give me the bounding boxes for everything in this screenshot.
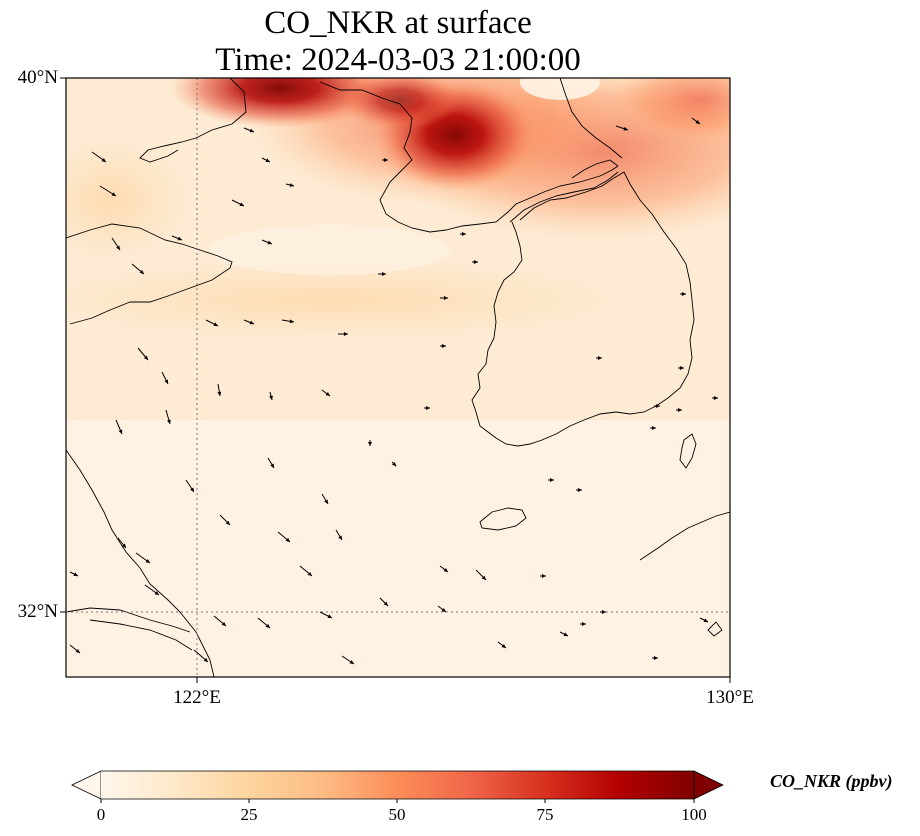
wind-arrow bbox=[135, 552, 151, 564]
wind-arrow bbox=[257, 617, 271, 629]
wind-arrow bbox=[261, 239, 273, 245]
wind-arrow bbox=[111, 237, 121, 251]
colorbar-extend-high bbox=[693, 770, 724, 800]
wind-arrow bbox=[131, 263, 145, 275]
wind-arrow bbox=[115, 419, 123, 435]
wind-arrow bbox=[691, 117, 701, 125]
wind-arrow bbox=[165, 409, 171, 425]
wind-arrow bbox=[460, 232, 466, 236]
wind-arrow bbox=[185, 479, 195, 493]
plot-title-line1: CO_NKR at surface bbox=[264, 5, 532, 41]
wind-arrow bbox=[472, 260, 478, 264]
colorbar-tick-75: 75 bbox=[536, 805, 554, 824]
wind-arrow bbox=[440, 344, 446, 348]
wind-arrow bbox=[231, 199, 245, 207]
colorbar-tick-50: 50 bbox=[388, 805, 406, 824]
wind-arrow bbox=[171, 235, 183, 241]
wind-arrow bbox=[475, 569, 487, 581]
wind-arrow bbox=[580, 622, 586, 626]
wind-arrow bbox=[69, 644, 81, 654]
wind-arrow bbox=[281, 319, 295, 324]
colorbar-extend-low bbox=[71, 770, 102, 800]
wind-arrow bbox=[161, 371, 169, 385]
wind-arrow bbox=[378, 272, 386, 276]
wind-arrow bbox=[440, 296, 448, 300]
wind-arrow bbox=[382, 158, 388, 162]
colorbar-ticks bbox=[100, 799, 695, 803]
wind-arrow bbox=[117, 537, 127, 549]
lon-label-122e: 122°E bbox=[173, 687, 221, 708]
wind-arrow bbox=[213, 615, 227, 627]
wind-arrow bbox=[559, 631, 569, 637]
wind-arrow bbox=[600, 610, 606, 614]
wind-arrow bbox=[676, 408, 682, 412]
wind-arrow bbox=[285, 183, 295, 187]
wind-arrow bbox=[261, 157, 271, 163]
wind-arrow bbox=[243, 127, 255, 133]
wind-arrow bbox=[424, 406, 430, 410]
gridlines bbox=[66, 78, 730, 677]
wind-arrow bbox=[99, 185, 117, 197]
wind-arrow bbox=[277, 531, 291, 543]
wind-vectors bbox=[69, 117, 718, 665]
wind-arrow bbox=[335, 529, 343, 541]
map-frame bbox=[65, 77, 731, 678]
wind-arrow bbox=[144, 584, 160, 596]
wind-arrow bbox=[91, 151, 107, 163]
wind-arrow bbox=[267, 457, 275, 469]
colorbar-tick-25: 25 bbox=[240, 805, 258, 824]
wind-arrow bbox=[338, 332, 348, 336]
wind-arrow bbox=[269, 391, 273, 401]
wind-arrow bbox=[217, 383, 222, 397]
wind-arrow bbox=[654, 404, 660, 408]
wind-arrow bbox=[680, 292, 686, 296]
wind-arrow bbox=[548, 478, 554, 482]
wind-arrow bbox=[341, 655, 355, 665]
wind-arrow bbox=[650, 426, 656, 430]
wind-arrow bbox=[712, 396, 718, 400]
lat-label-40n: 40°N bbox=[17, 67, 58, 88]
wind-arrow bbox=[576, 488, 582, 492]
wind-arrow bbox=[319, 611, 333, 619]
wind-arrow bbox=[243, 319, 255, 325]
coastlines bbox=[66, 78, 730, 677]
wind-arrow bbox=[391, 461, 397, 467]
concentration-field bbox=[66, 78, 730, 677]
wind-arrow bbox=[321, 389, 331, 397]
wind-arrow bbox=[69, 571, 79, 577]
wind-arrow bbox=[205, 319, 219, 327]
wind-arrow bbox=[497, 641, 507, 649]
lat-label-32n: 32°N bbox=[17, 601, 58, 622]
wind-arrow bbox=[596, 356, 602, 360]
wind-arrow bbox=[368, 440, 372, 446]
colorbar-tick-100: 100 bbox=[681, 805, 707, 824]
wind-arrow bbox=[540, 574, 546, 578]
wind-arrow bbox=[615, 125, 629, 131]
wind-arrow bbox=[439, 565, 449, 573]
wind-arrow bbox=[699, 617, 709, 623]
wind-arrow bbox=[137, 347, 149, 361]
wind-arrow bbox=[652, 656, 658, 660]
wind-arrow bbox=[219, 514, 231, 526]
wind-arrow bbox=[299, 565, 313, 577]
colorbar-body bbox=[101, 771, 694, 799]
wind-arrow bbox=[321, 493, 329, 505]
wind-arrow bbox=[678, 366, 684, 370]
plot-title-line2: Time: 2024-03-03 21:00:00 bbox=[215, 42, 581, 78]
lon-label-130e: 130°E bbox=[706, 687, 754, 708]
colorbar-label: CO_NKR (ppbv) bbox=[770, 771, 893, 791]
axis-ticks bbox=[60, 77, 731, 683]
wind-arrow bbox=[193, 649, 209, 663]
wind-arrow bbox=[379, 597, 389, 607]
wind-arrow bbox=[437, 605, 447, 613]
colorbar-tick-0: 0 bbox=[96, 805, 106, 824]
